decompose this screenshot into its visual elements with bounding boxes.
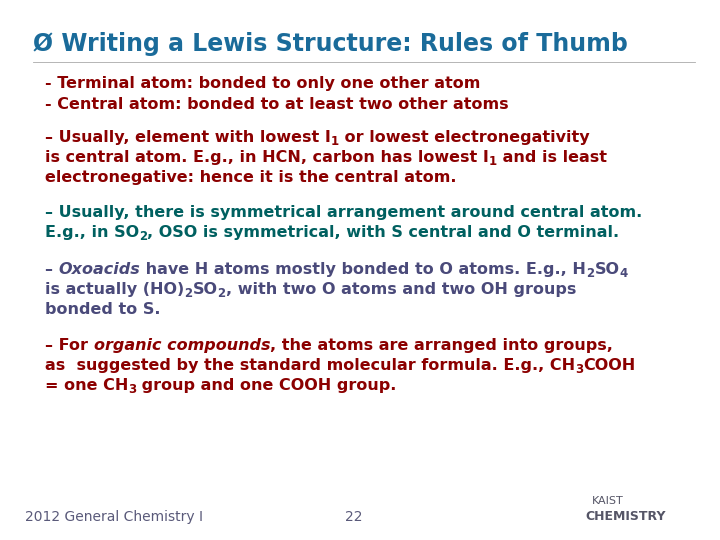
Text: , the atoms are arranged into groups,: , the atoms are arranged into groups, bbox=[270, 338, 613, 353]
Text: , with two O atoms and two OH groups: , with two O atoms and two OH groups bbox=[225, 282, 576, 297]
Text: – Usually, there is symmetrical arrangement around central atom.: – Usually, there is symmetrical arrangem… bbox=[45, 205, 642, 220]
Text: 3: 3 bbox=[128, 383, 137, 396]
Text: 1: 1 bbox=[489, 155, 497, 168]
Text: 4: 4 bbox=[619, 267, 628, 280]
Text: electronegative: hence it is the central atom.: electronegative: hence it is the central… bbox=[45, 170, 456, 185]
Text: – For: – For bbox=[45, 338, 94, 353]
Text: – Usually, element with lowest I: – Usually, element with lowest I bbox=[45, 130, 331, 145]
Text: organic compounds: organic compounds bbox=[94, 338, 270, 353]
Text: or lowest electronegativity: or lowest electronegativity bbox=[339, 130, 590, 145]
Text: SO: SO bbox=[595, 262, 619, 277]
Text: - Terminal atom: bonded to only one other atom: - Terminal atom: bonded to only one othe… bbox=[45, 76, 480, 91]
Text: is actually (HO): is actually (HO) bbox=[45, 282, 184, 297]
Text: 2: 2 bbox=[217, 287, 225, 300]
Text: - Central atom: bonded to at least two other atoms: - Central atom: bonded to at least two o… bbox=[45, 97, 508, 112]
Text: 1: 1 bbox=[331, 135, 339, 148]
Text: have H atoms mostly bonded to O atoms. E.g., H: have H atoms mostly bonded to O atoms. E… bbox=[140, 262, 586, 277]
Text: –: – bbox=[45, 262, 58, 277]
Text: SO: SO bbox=[192, 282, 217, 297]
Text: 2012 General Chemistry I: 2012 General Chemistry I bbox=[25, 510, 203, 524]
Text: as  suggested by the standard molecular formula. E.g., CH: as suggested by the standard molecular f… bbox=[45, 358, 575, 373]
Text: E.g., in SO: E.g., in SO bbox=[45, 225, 139, 240]
Text: Ø Writing a Lewis Structure: Rules of Thumb: Ø Writing a Lewis Structure: Rules of Th… bbox=[33, 32, 628, 56]
Text: COOH: COOH bbox=[583, 358, 636, 373]
Text: CHEMISTRY: CHEMISTRY bbox=[585, 510, 665, 523]
Text: bonded to S.: bonded to S. bbox=[45, 302, 161, 317]
Text: 2: 2 bbox=[139, 230, 148, 243]
Text: KAIST: KAIST bbox=[592, 496, 624, 506]
Text: and is least: and is least bbox=[497, 150, 607, 165]
Text: , OSO is symmetrical, with S central and O terminal.: , OSO is symmetrical, with S central and… bbox=[148, 225, 619, 240]
Text: 2: 2 bbox=[184, 287, 192, 300]
Text: 22: 22 bbox=[345, 510, 362, 524]
Text: 2: 2 bbox=[586, 267, 595, 280]
Text: group and one COOH group.: group and one COOH group. bbox=[137, 378, 397, 393]
Text: is central atom. E.g., in HCN, carbon has lowest I: is central atom. E.g., in HCN, carbon ha… bbox=[45, 150, 489, 165]
Text: 3: 3 bbox=[575, 363, 583, 376]
Text: = one CH: = one CH bbox=[45, 378, 128, 393]
Text: Oxoacids: Oxoacids bbox=[58, 262, 140, 277]
